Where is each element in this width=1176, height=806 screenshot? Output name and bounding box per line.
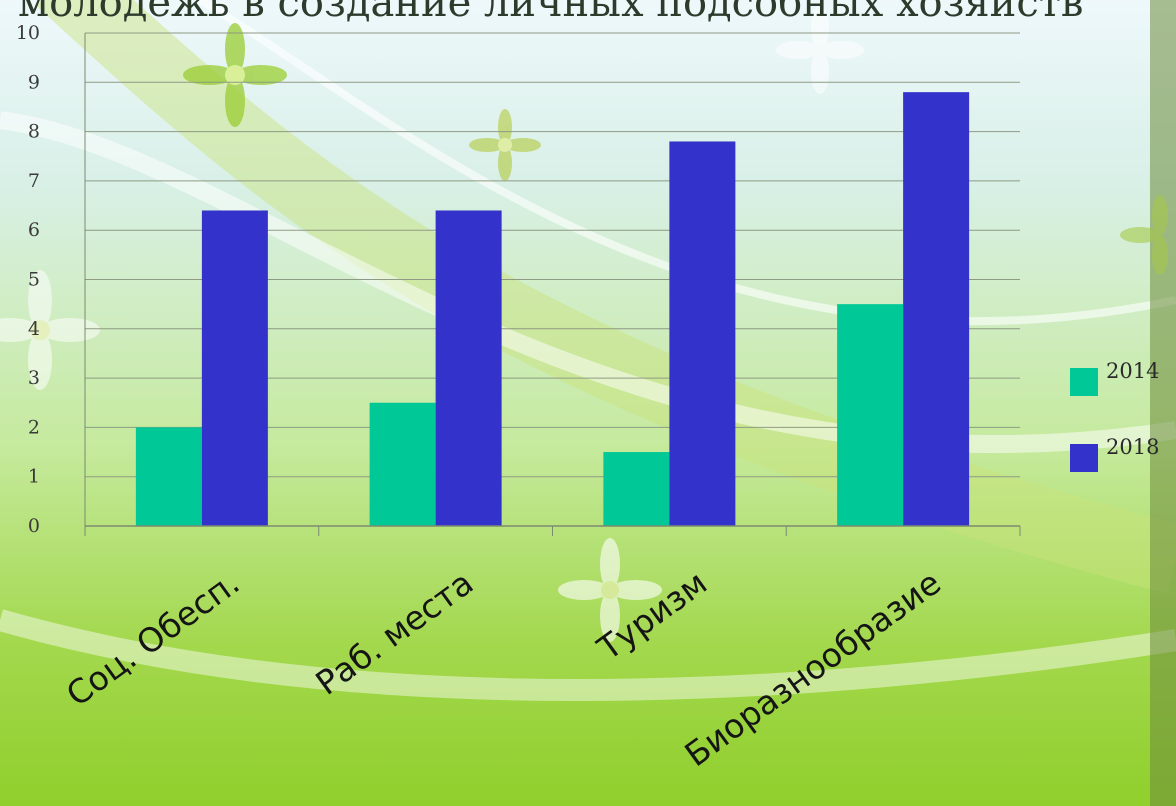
legend: 2014 2018 [1070, 359, 1159, 472]
y-tick-label: 9 [28, 71, 40, 93]
bar-2014-4 [837, 304, 904, 526]
y-tick-label: 7 [28, 170, 40, 192]
y-tick-label: 3 [28, 367, 40, 389]
slide-title-wrapper: молодежь в создание личных подсобных хоз… [0, 0, 1176, 34]
legend-swatch-2018 [1070, 444, 1098, 472]
bar-2018-4 [903, 92, 970, 526]
bar-2014-2 [369, 402, 436, 526]
flower-icon [183, 23, 287, 127]
bar-2014-1 [135, 427, 202, 526]
bar-2014-3 [603, 452, 670, 526]
y-tick-label: 10 [16, 22, 40, 44]
flower-icon [469, 109, 541, 181]
y-tick-label: 1 [28, 466, 40, 488]
y-tick-label: 5 [28, 269, 40, 291]
axes [84, 33, 1021, 536]
bar-2018-1 [201, 210, 268, 527]
legend-label-2018: 2018 [1106, 435, 1159, 459]
y-tick-label: 0 [28, 515, 40, 537]
y-tick-label: 8 [28, 121, 40, 143]
slide-title: молодежь в создание личных подсобных хоз… [18, 0, 1084, 26]
category-label: Соц. Обесп. [59, 563, 247, 714]
y-tick-label: 6 [28, 219, 40, 241]
category-labels: Соц. Обесп. Раб. места ТуризмБиоразнообраз… [59, 563, 948, 774]
bars [135, 92, 970, 527]
legend-swatch-2014 [1070, 368, 1098, 396]
bar-2018-2 [435, 210, 502, 527]
bar-2018-3 [669, 141, 736, 526]
flower-icon [558, 538, 662, 642]
y-tick-label: 4 [28, 318, 40, 340]
category-label: Туризм [590, 563, 714, 668]
flower-icon [776, 6, 864, 94]
category-label: Биоразнообразие [678, 563, 948, 774]
legend-label-2014: 2014 [1106, 359, 1159, 383]
category-label: Раб. места [308, 563, 480, 703]
y-tick-label: 2 [28, 416, 40, 438]
flower-icon [1120, 195, 1168, 275]
y-tick-labels: 0 1 2 3 4 5 6 7 8 9 10 [16, 22, 40, 537]
